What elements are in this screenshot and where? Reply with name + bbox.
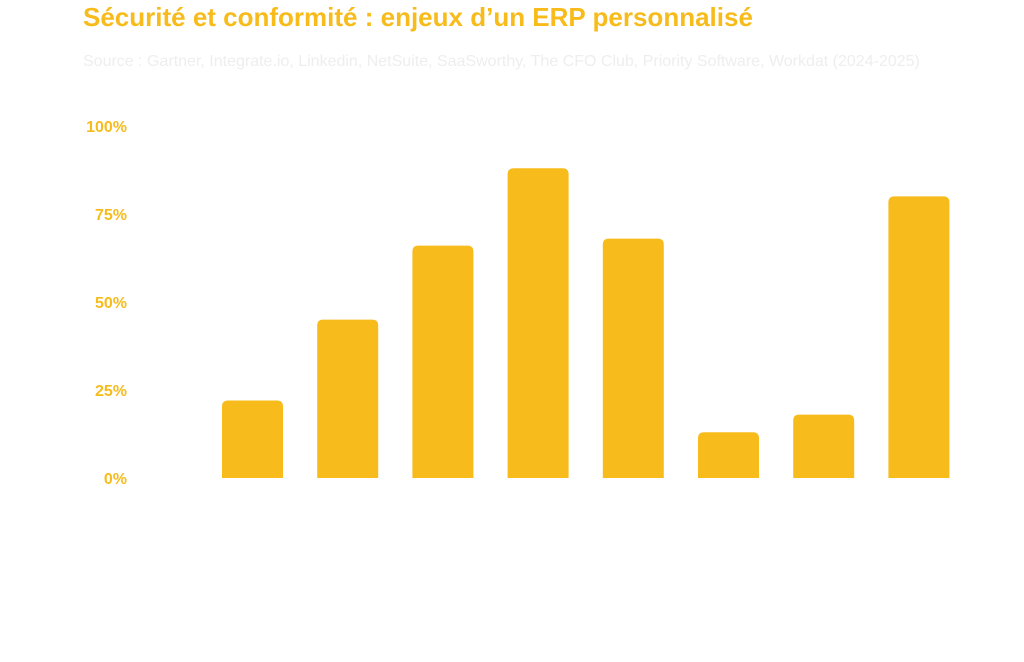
- chart-title: Sécurité et conformité : enjeux d’un ERP…: [83, 2, 753, 32]
- bar: [317, 319, 379, 478]
- bar: [412, 245, 474, 478]
- y-tick-label: 75%: [95, 207, 127, 224]
- chart-source: Source : Gartner, Integrate.io, Linkedin…: [83, 53, 920, 70]
- bar: [698, 432, 759, 478]
- bar: [602, 238, 664, 478]
- y-tick-label: 25%: [95, 383, 127, 400]
- bars-group: [222, 168, 950, 479]
- bar: [793, 414, 855, 478]
- bar: [507, 168, 569, 479]
- bar: [888, 196, 950, 478]
- y-tick-label: 100%: [86, 119, 127, 136]
- bar: [222, 400, 283, 478]
- y-tick-label: 50%: [95, 295, 127, 312]
- y-axis-ticks: 0% 25% 50% 75% 100%: [86, 119, 127, 488]
- y-tick-label: 0%: [104, 471, 127, 488]
